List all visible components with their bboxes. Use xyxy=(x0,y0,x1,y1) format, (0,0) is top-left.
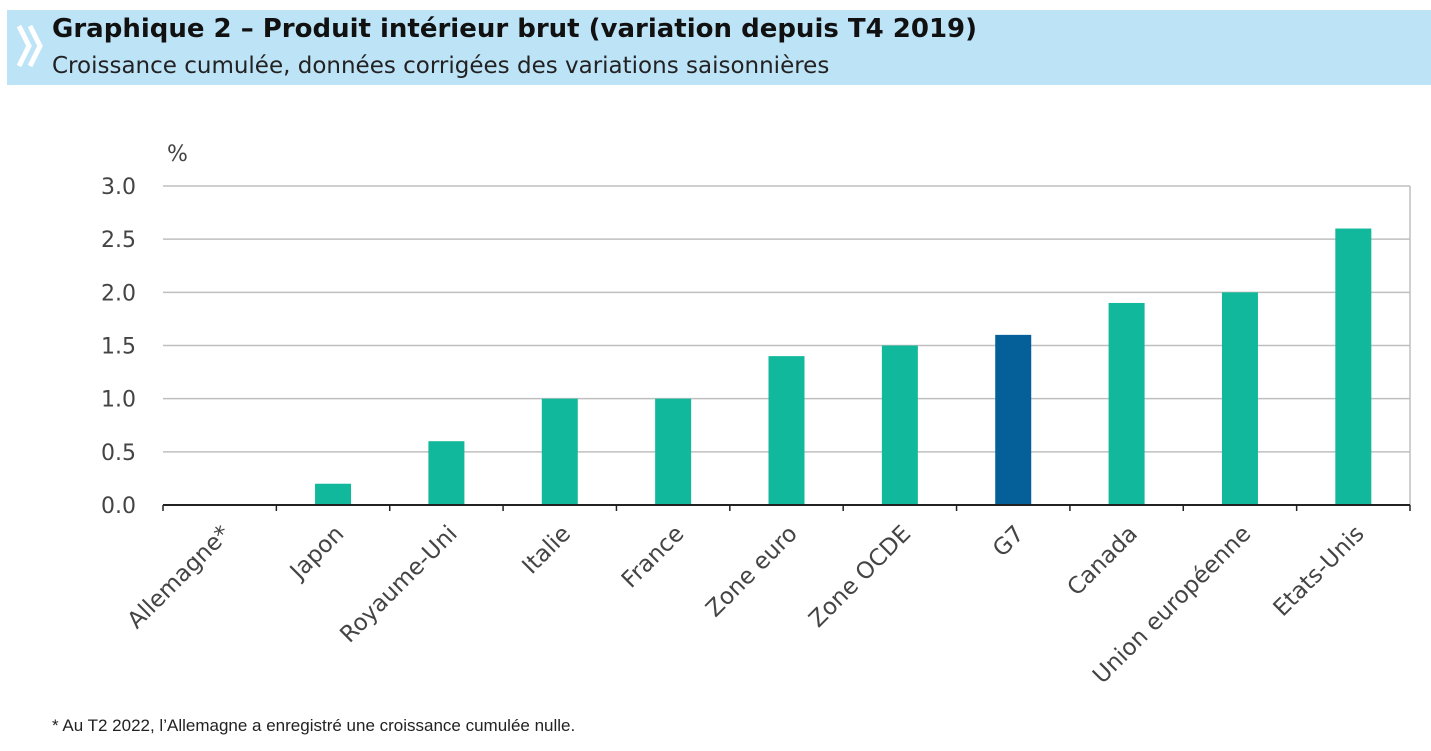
x-category-label: Royaume-Uni xyxy=(335,521,462,648)
chevron-double-right-icon xyxy=(16,24,43,68)
x-category-label: Italie xyxy=(517,521,576,580)
chart-subtitle: Croissance cumulée, données corrigées de… xyxy=(52,53,830,79)
y-tick-label: 2.5 xyxy=(101,228,136,253)
bar xyxy=(428,441,465,505)
y-tick-label: 3.0 xyxy=(101,175,136,200)
bar xyxy=(541,398,578,505)
bars xyxy=(315,228,1372,506)
x-category-label: Canada xyxy=(1063,521,1143,601)
bar xyxy=(768,356,805,505)
bar xyxy=(655,398,692,505)
labels: 0.0 0.5 1.0 1.5 2.0 2.5 3.0% Allemagne* JaponRoy… xyxy=(101,142,1370,689)
y-tick-label: 0.0 xyxy=(101,494,136,519)
x-category-label: Zone euro xyxy=(701,521,803,623)
y-tick-label: 2.0 xyxy=(101,281,136,306)
bar xyxy=(995,334,1032,505)
bar xyxy=(881,345,918,505)
axes xyxy=(162,504,1411,511)
bar xyxy=(1108,302,1145,505)
chart-title: Graphique 2 – Produit intérieur brut (va… xyxy=(52,14,978,44)
y-tick-label: 1.0 xyxy=(101,388,136,413)
x-category-label: France xyxy=(617,521,689,593)
y-tick-label: 1.5 xyxy=(101,335,136,360)
x-category-label: Allemagne* xyxy=(123,521,236,634)
x-category-label: Japon xyxy=(284,521,349,586)
x-category-label: G7 xyxy=(988,521,1029,562)
y-tick-label: 0.5 xyxy=(101,441,136,466)
bar xyxy=(315,483,352,505)
footnote: * Au T2 2022, l’Allemagne a enregistré u… xyxy=(52,716,576,735)
x-category-label: Etats-Unis xyxy=(1269,521,1370,622)
chart-header: Graphique 2 – Produit intérieur brut (va… xyxy=(7,10,1431,85)
bar xyxy=(1221,292,1258,505)
bar xyxy=(1335,228,1372,506)
y-axis-unit-label: % xyxy=(167,142,188,167)
x-category-label: Zone OCDE xyxy=(804,521,916,633)
